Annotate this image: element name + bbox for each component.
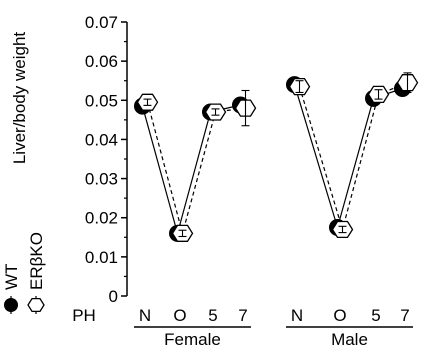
legend-wt-marker (4, 298, 18, 312)
y-tick-label: 0.03 (85, 170, 118, 189)
y-tick-label: 0.01 (85, 248, 118, 267)
markers-layer (134, 72, 419, 242)
x-tick-label-female-0: N (139, 306, 151, 325)
x-tick-label-female-3: 7 (238, 306, 247, 325)
x-tick-label-female-2: 5 (208, 306, 217, 325)
lines-layer (141, 82, 408, 236)
legend-layer: WT ERβKO (2, 232, 46, 314)
y-tick-label: 0.05 (85, 91, 118, 110)
series-line-wt-g1 (293, 84, 403, 230)
x-tick-label-male-1: O (333, 306, 346, 325)
y-tick-label: 0 (109, 287, 118, 306)
legend-ko-marker (27, 297, 45, 313)
x-tick-label-male-3: 7 (400, 306, 409, 325)
y-tick-label: 0.07 (85, 13, 118, 32)
series-line-ko-g0 (146, 102, 246, 236)
x-tick-label-female-1: O (173, 306, 186, 325)
y-tick-label: 0.06 (85, 52, 118, 71)
x-prefix-label: PH (72, 306, 96, 325)
series-line-ko-g1 (298, 82, 408, 232)
legend-wt-label: WT (2, 264, 21, 290)
x-tick-label-male-0: N (291, 306, 303, 325)
group-label-female: Female (164, 330, 221, 349)
series-line-wt-g0 (141, 104, 241, 236)
labels-layer: 0 0.01 0.02 0.03 0.04 0.05 0.06 0.07 Liver/body … (10, 13, 410, 349)
axes-layer (121, 21, 413, 328)
legend-ko-label: ERβKO (27, 232, 46, 290)
group-label-male: Male (331, 330, 368, 349)
error-bars-layer (138, 79, 407, 238)
y-tick-label: 0.04 (85, 130, 118, 149)
y-tick-label: 0.02 (85, 209, 118, 228)
x-tick-label-male-2: 5 (371, 306, 380, 325)
y-axis-label: Liver/body weight (10, 32, 29, 165)
